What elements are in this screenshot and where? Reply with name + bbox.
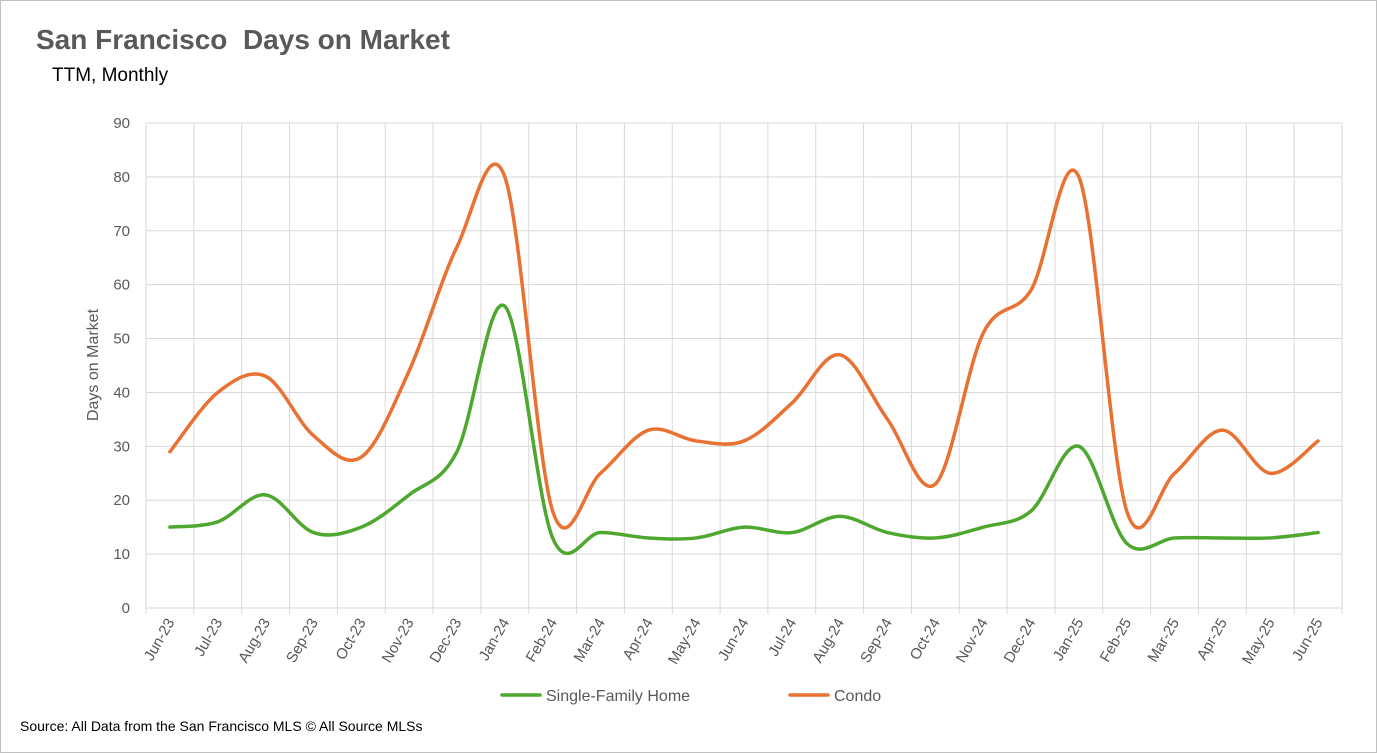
x-tick-label: Dec-24 [1001,616,1040,666]
x-tick-label: Oct-24 [907,616,944,663]
y-tick-label: 50 [113,331,130,348]
x-tick-label: May-24 [665,616,705,668]
series-line-condo [168,162,1320,530]
y-axis-ticks: 0 10 20 30 40 50 60 70 80 90 [113,115,130,617]
x-tick-label: Nov-23 [379,616,418,666]
x-tick-label: Jan-25 [1050,616,1088,664]
x-tick-label: Oct-23 [333,616,370,663]
y-tick-label: 90 [113,115,130,132]
chart-title: San Francisco Days on Market [36,24,450,55]
legend-label: Condo [834,688,881,705]
series-lines [168,162,1320,556]
y-tick-label: 20 [113,492,130,509]
x-tick-label: Feb-25 [1097,616,1135,666]
y-tick-label: 30 [113,438,130,455]
x-tick-label: Jul-23 [191,616,226,660]
x-tick-label: Jun-25 [1289,616,1327,664]
y-tick-label: 0 [122,600,130,617]
y-tick-label: 40 [113,384,130,401]
x-tick-label: Mar-25 [1145,616,1183,666]
x-tick-label: Dec-23 [427,616,466,666]
y-tick-label: 60 [113,277,130,294]
x-tick-label: Feb-24 [523,616,561,666]
x-tick-label: May-25 [1239,616,1279,668]
x-tick-label: Nov-24 [953,615,992,665]
y-axis-title: Days on Market [85,308,102,421]
gridlines [145,122,1343,614]
legend: Single-Family Home Condo [500,688,881,705]
x-tick-label: Sep-23 [283,616,322,666]
source-note: Source: All Data from the San Francisco … [20,718,423,734]
y-tick-label: 70 [113,223,130,240]
x-axis-ticks: Jun-23 Jul-23 Aug-23 Sep-23 Oct-23 Nov-23 Dec-… [141,615,1327,667]
x-tick-label: Aug-24 [809,616,848,666]
chart-subtitle: TTM, Monthly [52,65,169,86]
series-line-single-family-home [168,303,1320,556]
x-tick-label: Jan-24 [476,616,514,664]
x-tick-label: Jul-24 [765,616,800,660]
x-tick-label: Apr-25 [1194,616,1231,663]
y-tick-label: 10 [113,546,130,563]
x-tick-label: Apr-24 [620,616,657,663]
x-tick-label: Aug-23 [235,616,274,666]
x-tick-label: Jun-23 [141,616,179,664]
x-tick-label: Mar-24 [570,616,608,666]
y-tick-label: 80 [113,169,130,186]
x-tick-label: Sep-24 [857,616,896,666]
x-tick-label: Jun-24 [715,616,753,664]
legend-label: Single-Family Home [546,688,690,705]
